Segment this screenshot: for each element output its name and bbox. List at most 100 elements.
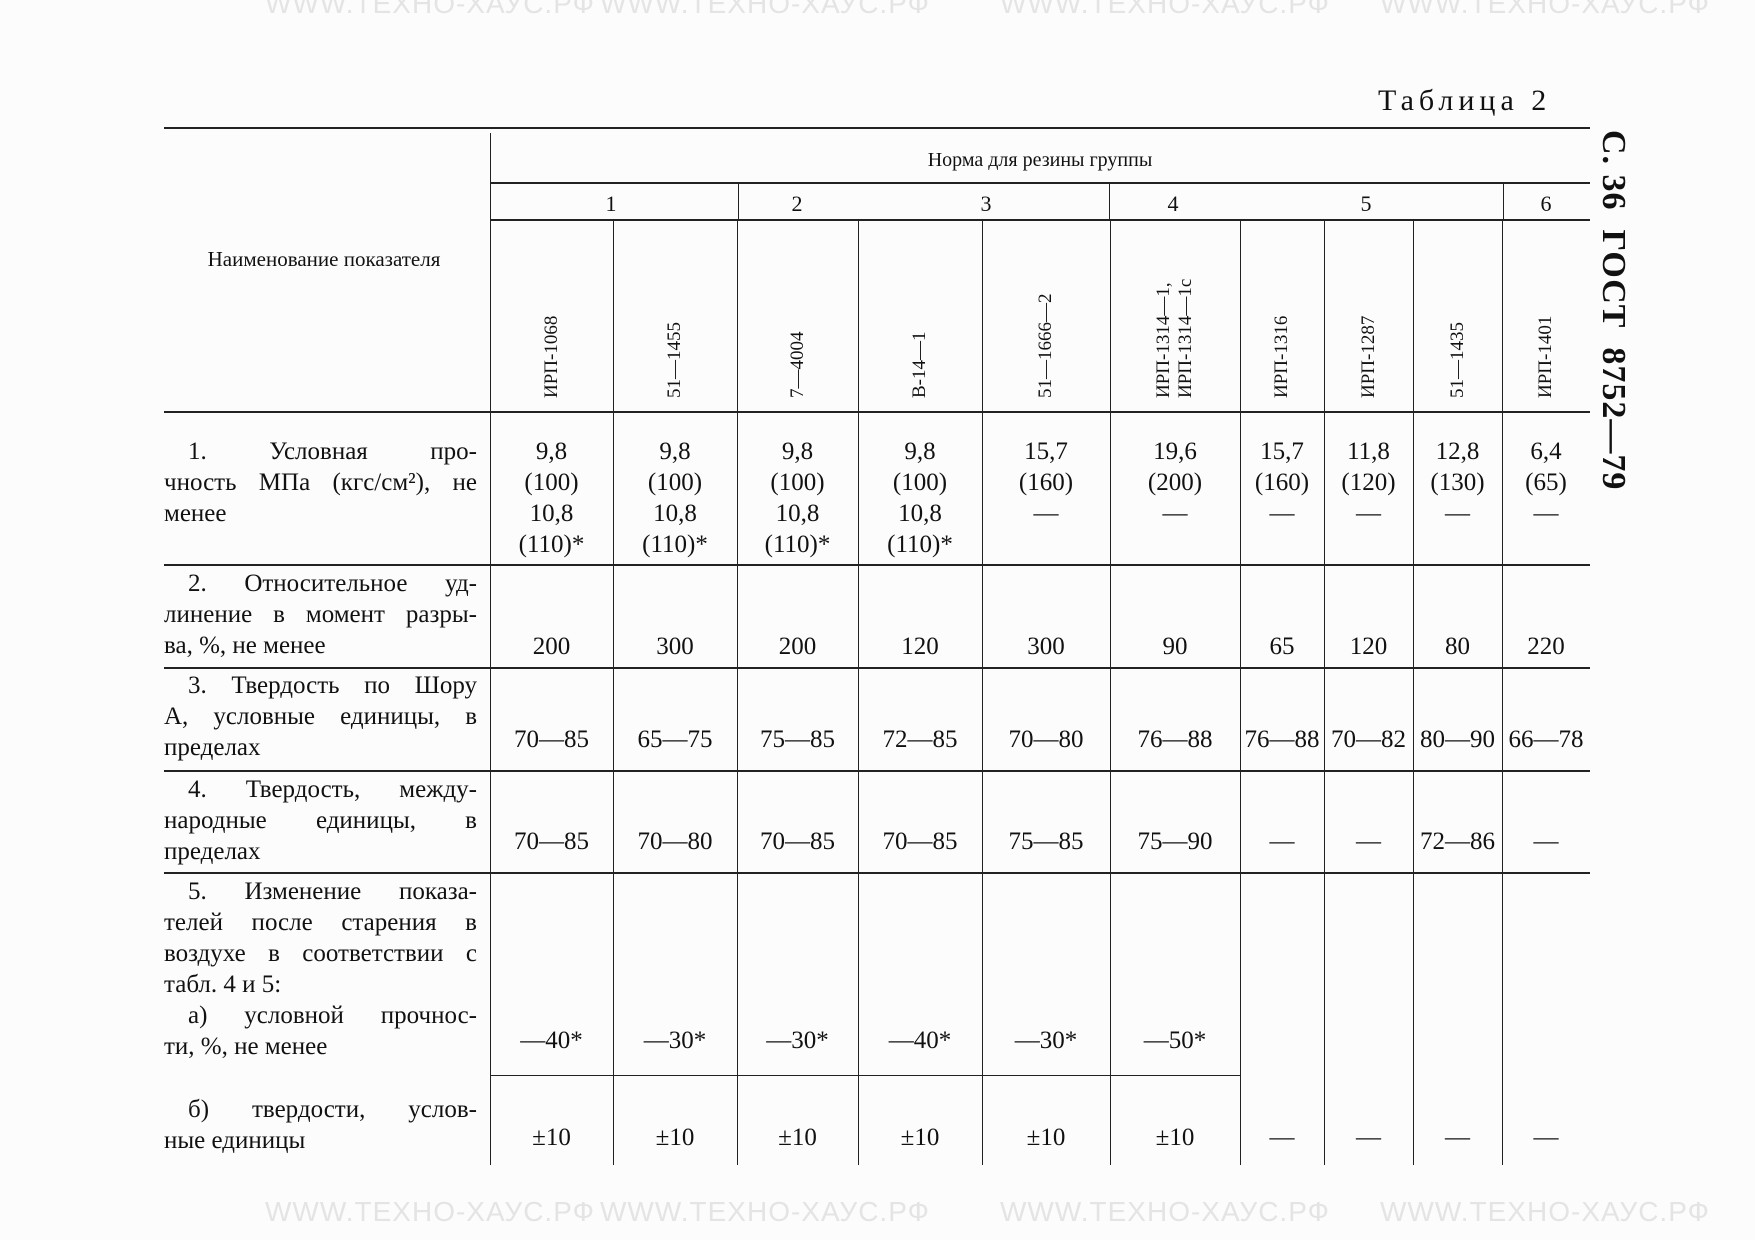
table-cell: ±10 xyxy=(900,1124,940,1151)
row-label-line: б) твердости, услов- xyxy=(188,1096,477,1123)
table-cell: 6,4 (65) — xyxy=(1525,438,1567,527)
column-divider xyxy=(982,220,983,1165)
watermark-text: WWW.ТЕХНО-ХАУС.РФ xyxy=(265,0,595,19)
row-label-line: чность МПа (кгс/см²), не xyxy=(164,469,477,496)
table-cell: 70—85 xyxy=(514,828,589,855)
group-number: 2 xyxy=(791,191,803,216)
row-label-line: народные единицы, в xyxy=(164,807,477,834)
row-label-line: А, условные единицы, в xyxy=(164,703,477,730)
row-label-line: 2. Относительное уд- xyxy=(188,570,477,597)
row-label-line: табл. 4 и 5: xyxy=(164,971,282,998)
rule-line xyxy=(164,770,1590,772)
grade-header: ИРП-1287 xyxy=(1357,315,1379,398)
grade-header: 7—4004 xyxy=(786,331,808,399)
group-number: 5 xyxy=(1360,191,1372,216)
table-cell: — xyxy=(1533,1124,1559,1151)
row-label: 3. Твердость по Шору А, условные единицы,… xyxy=(164,670,477,763)
group-number: 1 xyxy=(605,191,617,216)
table-label: Таблица 2 xyxy=(1378,84,1552,117)
row-label-line: линение в момент разры- xyxy=(164,601,477,628)
column-divider xyxy=(1503,182,1504,220)
table-cell: 70—85 xyxy=(882,828,958,855)
column-divider xyxy=(737,220,738,1165)
table-cell: 80 xyxy=(1445,633,1470,660)
table-cell: — xyxy=(1445,1124,1470,1151)
table-cell: —30* xyxy=(766,1027,829,1054)
row-label-line: 4. Твердость, между- xyxy=(188,776,477,803)
table-cell: 12,8 (130) — xyxy=(1430,438,1485,527)
rule-line xyxy=(490,182,1590,184)
row-label: б) твердости, услов-ные единицы xyxy=(164,1094,477,1156)
grade-header: 51—1666—2 xyxy=(1035,293,1056,399)
rule-line xyxy=(164,564,1590,566)
table-cell: 80—90 xyxy=(1420,726,1495,753)
table-cell: 65 xyxy=(1269,633,1295,660)
table-cell: 70—82 xyxy=(1331,726,1406,753)
row-label-line: телей после старения в xyxy=(164,909,477,936)
column-divider xyxy=(1240,220,1241,1165)
table-cell: ±10 xyxy=(532,1124,571,1151)
table-cell: 90 xyxy=(1162,633,1188,660)
watermark-text: WWW.ТЕХНО-ХАУС.РФ xyxy=(1000,1196,1330,1227)
watermark-text: WWW.ТЕХНО-ХАУС.РФ xyxy=(265,1196,595,1227)
row-label-line: 5. Изменение показа- xyxy=(188,878,477,905)
table-cell: ±10 xyxy=(1026,1124,1066,1151)
table-cell: 70—85 xyxy=(514,726,589,753)
table-cell: 200 xyxy=(778,633,817,660)
group-number: 3 xyxy=(980,191,992,216)
table-cell: 75—85 xyxy=(1008,828,1084,855)
rule-line xyxy=(490,1075,1240,1076)
table-cell: ±10 xyxy=(655,1124,695,1151)
table-cell: — xyxy=(1269,1124,1295,1151)
table-cell: 19,6 (200) — xyxy=(1147,438,1203,527)
table-cell: 300 xyxy=(656,633,694,660)
table-cell: 220 xyxy=(1527,633,1565,660)
grade-header: ИРП-1401 xyxy=(1535,315,1556,398)
table-cell: 9,8 (100) 10,8 (110)* xyxy=(887,438,953,558)
watermark-text: WWW.ТЕХНО-ХАУС.РФ xyxy=(600,1196,930,1227)
table-cell: 66—78 xyxy=(1508,726,1584,753)
column-divider xyxy=(613,220,614,1165)
table-cell: — xyxy=(1356,828,1381,855)
row-label-line: а) условной прочнос- xyxy=(188,1002,477,1029)
table-cell: 9,8 (100) 10,8 (110)* xyxy=(764,438,831,558)
table-cell: 72—85 xyxy=(882,726,958,753)
row-label-line: ва, %, не менее xyxy=(164,632,326,659)
table-cell: 76—88 xyxy=(1244,726,1320,753)
table-cell: 15,7 (160) — xyxy=(1018,438,1074,527)
grade-header: В-14—1 xyxy=(909,331,930,399)
table-cell: 70—80 xyxy=(1008,726,1084,753)
row-label-line: ные единицы xyxy=(164,1127,306,1154)
row-label-line: 1. Условная про- xyxy=(188,438,477,465)
column-divider xyxy=(490,133,491,1165)
row-label: 5. Изменение показа-телей после старения… xyxy=(164,876,477,1062)
column-divider xyxy=(1502,220,1503,1165)
row-label-line: пределах xyxy=(164,734,261,761)
watermark-text: WWW.ТЕХНО-ХАУС.РФ xyxy=(1380,1196,1710,1227)
grade-header: 51—1435 xyxy=(1446,322,1468,398)
table-cell: —30* xyxy=(643,1027,707,1054)
table-cell: 70—80 xyxy=(637,828,713,855)
row-label-line: 3. Твердость по Шору xyxy=(188,672,477,699)
row-label-line: пределах xyxy=(164,838,261,865)
table-cell: 72—86 xyxy=(1420,828,1495,855)
table-cell: — xyxy=(1269,828,1295,855)
table-cell: 300 xyxy=(1027,633,1065,660)
row-label-line: воздухе в соответствии с xyxy=(164,940,477,967)
table-cell: 9,8 (100) 10,8 (110)* xyxy=(642,438,708,558)
column-divider xyxy=(1324,220,1325,1165)
rule-line xyxy=(164,872,1590,874)
table-cell: —50* xyxy=(1143,1027,1207,1054)
group-number: 4 xyxy=(1167,191,1179,216)
table-cell: 120 xyxy=(1349,633,1388,660)
rule-line xyxy=(490,219,1590,221)
table-cell: 120 xyxy=(901,633,939,660)
group-title: Норма для резины группы xyxy=(927,149,1153,171)
table-cell: ±10 xyxy=(1155,1124,1195,1151)
grade-header: ИРП-1314—1, ИРП-1314—1с xyxy=(1153,278,1196,398)
table-cell: 200 xyxy=(532,633,571,660)
group-number: 6 xyxy=(1540,191,1552,216)
table-cell: 75—85 xyxy=(760,726,835,753)
row-label: 1. Условная про-чность МПа (кгс/см²), не… xyxy=(164,436,477,529)
grade-header: ИРП-1316 xyxy=(1271,315,1292,398)
